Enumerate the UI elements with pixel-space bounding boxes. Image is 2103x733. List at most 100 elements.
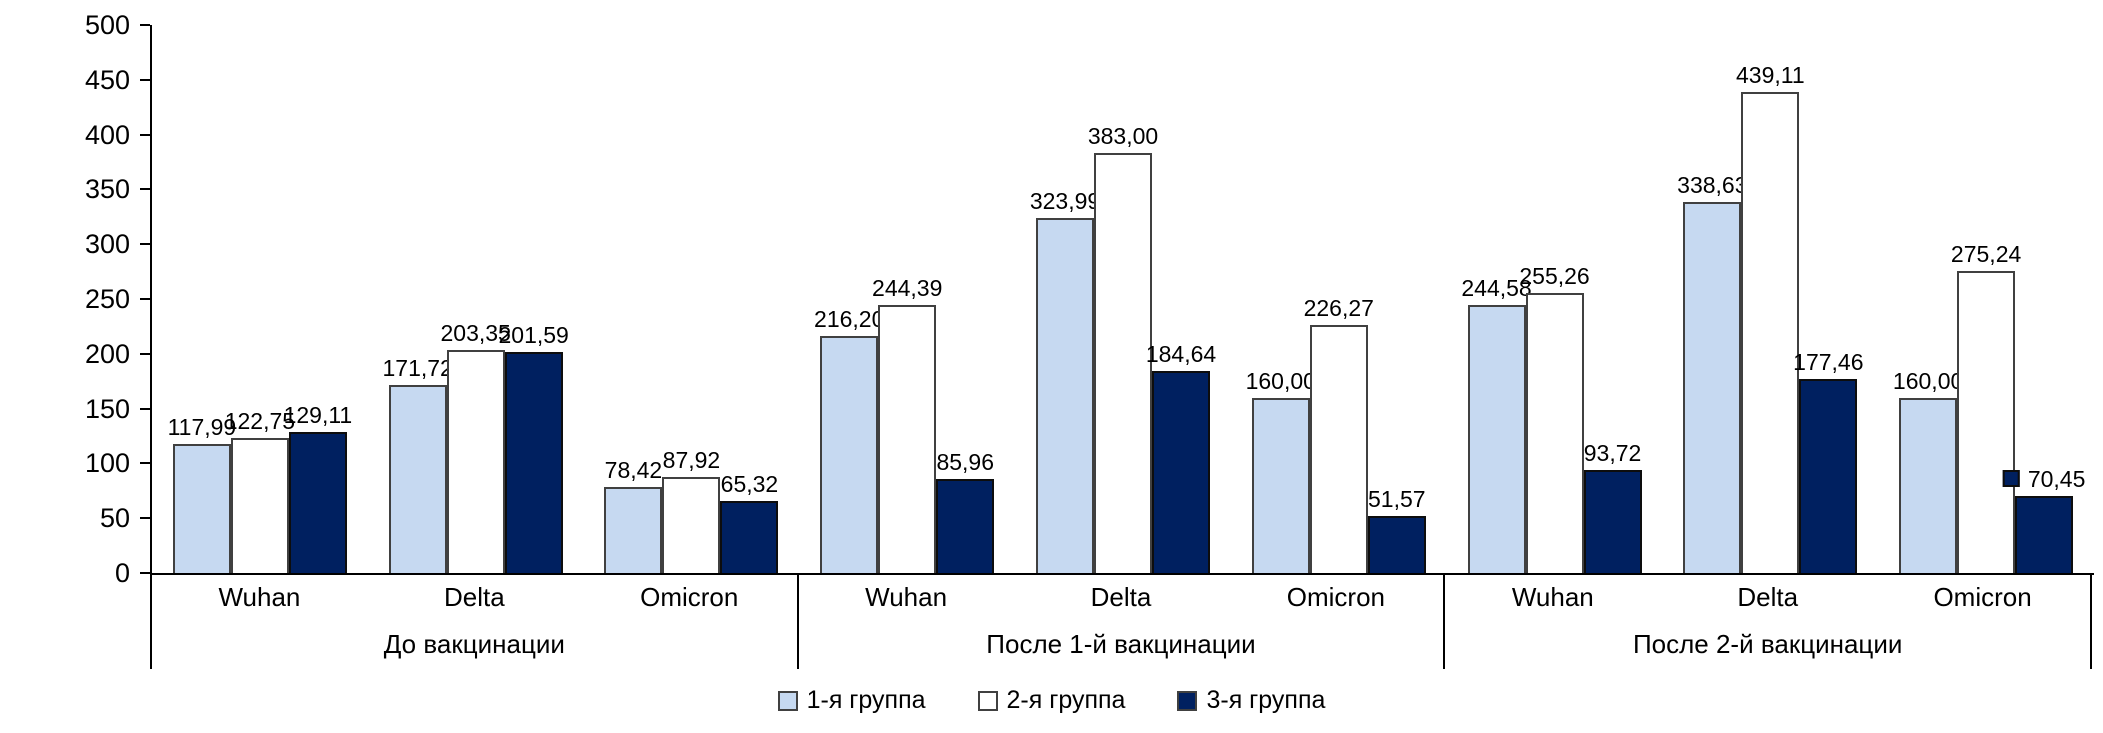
y-tick-label: 350 (84, 174, 130, 205)
bar-3-я группа-После 1-й вакцинации-Wuhan: 85,96 (936, 449, 995, 573)
bar-3-я группа-После 2-й вакцинации-Omicron: 70,45 (2002, 466, 2085, 573)
bar-2-я группа-После 2-й вакцинации-Wuhan: 255,26 (1519, 263, 1590, 573)
y-tick-mark (140, 517, 150, 520)
bar-group: 244,58 255,26 93,72 338,63 439,11 177,46 160,0… (1447, 25, 2094, 573)
category-row: Wuhan Delta Omicron (799, 575, 1444, 619)
bar-value-label: 129,11 (283, 401, 353, 428)
bar-value-label: 255,26 (1519, 263, 1590, 290)
category-row: Wuhan Delta Omicron (1445, 575, 2090, 619)
bar-1-я группа-После 2-й вакцинации-Delta: 338,63 (1677, 172, 1748, 573)
bar-value-label: 87,92 (662, 446, 721, 473)
bar-value-label: 171,72 (382, 354, 453, 381)
legend-item: 2-я группа (977, 686, 1126, 715)
y-tick-mark (140, 24, 150, 26)
bar-value-label: 383,00 (1087, 123, 1159, 150)
group-label: После 1-й вакцинации (986, 628, 1256, 659)
bar-value-label: 177,46 (1793, 348, 1864, 375)
bar-2-я группа-После 2-й вакцинации-Delta: 439,11 (1736, 62, 1805, 573)
bar-1-я группа-После 2-й вакцинации-Wuhan: 244,58 (1461, 275, 1532, 573)
bar-1-я группа-После 1-й вакцинации-Wuhan: 216,20 (814, 306, 884, 573)
category-label: Delta (1090, 581, 1152, 612)
y-tick-mark (140, 352, 150, 355)
legend-swatch (777, 690, 798, 711)
legend-swatch (977, 690, 998, 711)
y-tick-label: 250 (84, 284, 130, 314)
y-tick-mark (140, 298, 150, 300)
bar-group: 216,20 244,39 85,96 323,99 383,00 184,64 160,0… (799, 25, 1446, 573)
bar-group: 117,99 122,75 129,11 171,72 203,35 201,59 78,4… (152, 25, 799, 573)
legend: 1-я группа 2-я группа 3-я группа (0, 686, 2103, 715)
bar-3-я группа-До вакцинации-Omicron: 65,32 (720, 471, 779, 573)
bar-2-я группа-После 2-й вакцинации-Omicron: 275,24 (1951, 241, 2021, 573)
axis-group: Wuhan Delta Omicron До вакцинации (150, 575, 799, 669)
y-tick-mark (140, 243, 150, 246)
category-label: Omicron (1933, 581, 2032, 612)
category-label: Wuhan (865, 581, 948, 612)
bar-value-label: 160,00 (1892, 367, 1964, 394)
category-axis: Wuhan Delta Omicron До вакцинации Wuhan Delta… (150, 575, 2093, 669)
bar-1-я группа-До вакцинации-Omicron: 78,42 (604, 457, 663, 573)
bar-cluster: 338,63 439,11 177,46 (1662, 25, 1878, 573)
group-label: После 2-й вакцинации (1632, 628, 1903, 659)
y-tick-mark (140, 572, 150, 574)
bar-value-label: 78,42 (604, 457, 663, 484)
y-tick-mark (140, 78, 150, 81)
y-tick-label: 300 (84, 229, 130, 260)
y-tick-mark (140, 462, 150, 465)
bar-value-label: 216,20 (814, 306, 885, 333)
bar-3-я группа-До вакцинации-Delta: 201,59 (498, 322, 569, 573)
bar-value-label: 275,24 (1950, 241, 2022, 268)
bar-value-label: 93,72 (1583, 440, 1642, 467)
bar-3-я группа-До вакцинации-Wuhan: 129,11 (284, 402, 352, 573)
legend-label: 2-я группа (1006, 686, 1126, 714)
bar-value-label: 117,99 (167, 413, 237, 440)
legend-item: 1-я группа (777, 686, 926, 715)
bar-1-я группа-До вакцинации-Wuhan: 117,99 (168, 414, 236, 573)
category-label: Delta (1737, 581, 1799, 612)
bar-1-я группа-После 1-й вакцинации-Omicron: 160,00 (1246, 368, 1316, 573)
bar-value-label: 51,57 (1368, 486, 1426, 513)
bar-value-label: 65,32 (720, 471, 779, 498)
bar-2-я группа-До вакцинации-Omicron: 87,92 (662, 447, 721, 573)
y-tick-label: 450 (84, 64, 130, 95)
plot-area: 117,99 122,75 129,11 171,72 203,35 201,59 78,4… (150, 25, 2094, 575)
bar-cluster: 323,99 383,00 184,64 (1015, 25, 1231, 573)
axis-group: Wuhan Delta Omicron После 2-й вакцинации (1445, 575, 2093, 669)
y-tick-mark (140, 188, 150, 191)
legend-label: 1-я группа (806, 686, 926, 714)
bar-2-я группа-После 1-й вакцинации-Omicron: 226,27 (1304, 295, 1374, 573)
bar-cluster: 244,58 255,26 93,72 (1447, 25, 1663, 573)
bar-1-я группа-После 1-й вакцинации-Delta: 323,99 (1030, 188, 1100, 573)
bar-value-label: 439,11 (1736, 61, 1805, 88)
category-row: Wuhan Delta Omicron (152, 575, 797, 619)
y-tick-label: 100 (84, 448, 130, 479)
bar-value-label: 184,64 (1145, 340, 1217, 367)
bar-cluster: 78,42 87,92 65,32 (584, 25, 800, 573)
category-label: Omicron (1286, 581, 1386, 612)
bar-cluster: 160,00 226,27 51,57 (1231, 25, 1447, 573)
bar-cluster: 117,99 122,75 129,11 (152, 25, 368, 573)
bar-3-я группа-После 2-й вакцинации-Wuhan: 93,72 (1583, 440, 1642, 573)
axis-group: Wuhan Delta Omicron После 1-й вакцинации (799, 575, 1446, 669)
bar-cluster: 216,20 244,39 85,96 (799, 25, 1015, 573)
category-label: Delta (443, 581, 505, 612)
group-label: До вакцинации (383, 628, 565, 659)
bar-cluster: 160,00 275,24 70,45 (1878, 25, 2094, 573)
y-tick-mark (140, 407, 150, 410)
bar-value-label: 244,39 (872, 275, 943, 302)
bar-2-я группа-До вакцинации-Delta: 203,35 (440, 320, 511, 573)
category-label: Wuhan (218, 581, 301, 612)
bar-value-label: 122,75 (224, 408, 296, 435)
bar-3-я группа-После 1-й вакцинации-Delta: 184,64 (1146, 341, 1216, 573)
y-tick-label: 400 (84, 119, 130, 150)
bar-value-label: 226,27 (1303, 295, 1374, 322)
square-marker (2002, 470, 2020, 488)
bar-2-я группа-После 1-й вакцинации-Wuhan: 244,39 (872, 275, 942, 573)
y-tick-label: 50 (99, 503, 130, 534)
category-label: Wuhan (1511, 581, 1594, 612)
category-label: Omicron (640, 581, 739, 612)
bar-cluster: 171,72 203,35 201,59 (368, 25, 584, 573)
legend-label: 3-я группа (1206, 686, 1326, 714)
bar-1-я группа-До вакцинации-Delta: 171,72 (382, 355, 453, 573)
